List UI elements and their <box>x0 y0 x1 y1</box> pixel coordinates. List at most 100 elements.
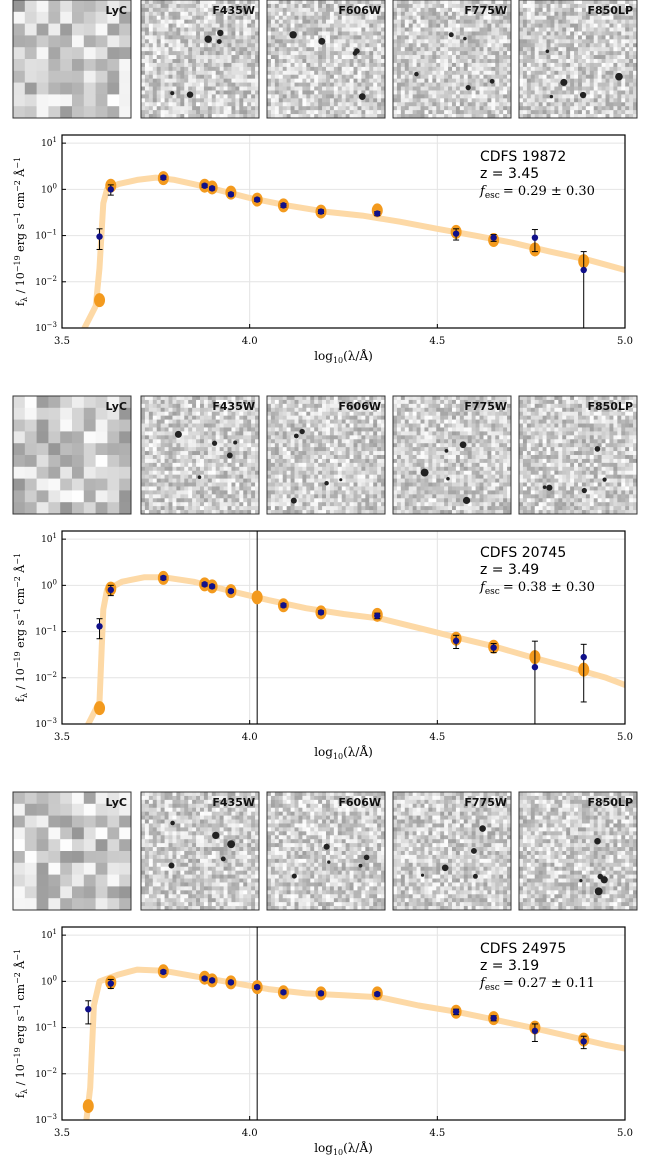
x-axis-label: log10(λ/Å) <box>314 1140 373 1157</box>
observed-point <box>253 983 261 991</box>
observed-point <box>531 1027 539 1035</box>
stamp-frame <box>12 0 132 119</box>
model-spectrum <box>83 966 625 1120</box>
observed-point <box>208 583 216 590</box>
observed-point <box>96 623 103 630</box>
observed-point <box>580 653 587 661</box>
model-point <box>94 701 106 716</box>
plot-area <box>85 531 625 724</box>
x-tick-label: 4.5 <box>429 732 445 743</box>
stamp-frame <box>392 0 512 119</box>
observed-point <box>201 975 208 982</box>
observed-point <box>96 233 103 240</box>
y-tick-label: 10−3 <box>35 1113 57 1126</box>
y-tick-label: 101 <box>41 532 57 545</box>
observed-point <box>317 609 325 616</box>
observed-point <box>490 644 497 651</box>
stamp-label: LyC <box>105 4 127 17</box>
y-tick-label: 10−1 <box>35 229 57 242</box>
stamp-label: LyC <box>105 796 127 809</box>
y-tick-label: 10−2 <box>35 1067 57 1080</box>
stamp-frame <box>140 791 260 911</box>
model-point <box>251 590 263 605</box>
stamp: F775W <box>392 791 512 911</box>
stamp: F606W <box>266 0 386 119</box>
observed-point <box>280 202 287 209</box>
observed-point <box>253 196 261 203</box>
stamp: LyC <box>12 395 132 515</box>
stamp: F435W <box>140 395 260 515</box>
stamp-label: F775W <box>464 400 507 413</box>
x-tick-label: 5.0 <box>617 1128 633 1139</box>
stamp-frame <box>140 0 260 119</box>
stamp-label: F775W <box>464 796 507 809</box>
observed-point <box>452 230 460 237</box>
x-axis-label: log10(λ/Å) <box>314 744 373 761</box>
y-tick-label: 10−3 <box>35 717 57 730</box>
observed-point <box>531 234 539 241</box>
stamp-frame <box>266 791 386 911</box>
stamp-label: LyC <box>105 400 127 413</box>
observed-point <box>374 990 381 998</box>
stamp-label: F606W <box>338 400 381 413</box>
stamp: F435W <box>140 791 260 911</box>
error-bar <box>580 251 587 328</box>
observed-point <box>227 191 235 198</box>
stamp: F775W <box>392 0 512 119</box>
stamp: LyC <box>12 0 132 119</box>
y-tick-label: 10−1 <box>35 625 57 638</box>
observed-point <box>107 586 114 594</box>
panel: LyC F435W F606W F775W F850LP 10−3 10−2 10−1 100 1… <box>12 791 638 1157</box>
x-axis-label: log10(λ/Å) <box>314 348 373 365</box>
observed-point <box>317 208 325 215</box>
stamp-label: F850LP <box>587 796 633 809</box>
stamp-label: F435W <box>212 796 255 809</box>
stamp-frame <box>392 791 512 911</box>
observed-point <box>580 266 587 274</box>
observed-point <box>452 1008 460 1015</box>
stamp-frame <box>12 791 132 911</box>
stamp-label: F850LP <box>587 400 633 413</box>
y-tick-label: 10−2 <box>35 671 57 684</box>
stamp-frame <box>392 395 512 515</box>
observed-point <box>107 980 114 987</box>
y-axis-label: fλ / 10−19 erg s−1 cm−2 Å−1 <box>13 553 29 702</box>
error-bar <box>531 640 538 724</box>
x-tick-label: 4.5 <box>429 1128 445 1139</box>
stamp: F606W <box>266 395 386 515</box>
y-tick-label: 101 <box>41 928 57 941</box>
stamp: F775W <box>392 395 512 515</box>
fesc-annotation: fesc = 0.38 ± 0.30 <box>479 580 595 597</box>
y-axis-label: fλ / 10−19 erg s−1 cm−2 Å−1 <box>13 157 29 306</box>
plot-area <box>82 927 625 1120</box>
stamp: F850LP <box>518 791 638 911</box>
fesc-annotation: fesc = 0.27 ± 0.11 <box>479 976 595 993</box>
stamp: F435W <box>140 0 260 119</box>
observed-point <box>160 574 167 582</box>
panel: LyC F435W F606W F775W F850LP 10−3 10−2 10−1 100 1… <box>12 395 638 761</box>
x-tick-label: 4.0 <box>242 1128 258 1139</box>
annotation: z = 3.45 <box>480 166 539 182</box>
observed-point <box>317 990 325 997</box>
stamp-frame <box>518 791 638 911</box>
model-point <box>82 1099 94 1114</box>
annotation: z = 3.19 <box>480 958 539 974</box>
x-tick-label: 3.5 <box>54 336 70 347</box>
stamp: F850LP <box>518 395 638 515</box>
y-tick-label: 100 <box>41 578 57 591</box>
observed-point <box>280 602 287 609</box>
x-tick-label: 4.0 <box>242 732 258 743</box>
observed-point <box>160 174 167 181</box>
x-tick-label: 3.5 <box>54 732 70 743</box>
stamp-label: F435W <box>212 4 255 17</box>
panel: LyC F435W F606W F775W F850LP 10−3 10−2 10−1 100 1… <box>12 0 638 365</box>
observed-point <box>208 977 216 984</box>
y-axis-label: fλ / 10−19 erg s−1 cm−2 Å−1 <box>13 949 29 1098</box>
observed-point <box>160 968 167 976</box>
x-tick-label: 5.0 <box>617 336 633 347</box>
model-point <box>94 293 106 308</box>
x-tick-label: 5.0 <box>617 732 633 743</box>
observed-point <box>452 637 460 645</box>
